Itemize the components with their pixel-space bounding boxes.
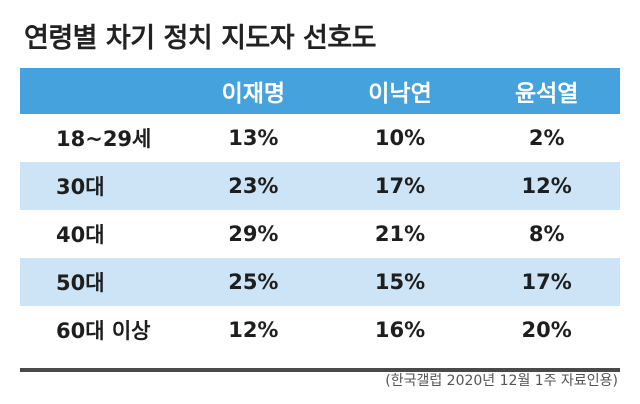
row-label: 50대 (56, 271, 105, 295)
column-header: 이재명 (221, 81, 286, 107)
row-label: 18~29세 (56, 127, 152, 151)
table-cell: 15% (374, 270, 426, 294)
table-row: 18~29세 13% 10% 2% (20, 114, 620, 162)
chart-title: 연령별 차기 정치 지도자 선호도 (24, 23, 377, 54)
table-cell: 10% (374, 126, 426, 150)
table-row: 30대 23% 17% 12% (20, 162, 620, 210)
row-label: 30대 (56, 175, 105, 199)
table-header-row: 이재명 이낙연 윤석열 (20, 68, 620, 114)
row-label: 60대 이상 (56, 319, 151, 343)
table-cell: 29% (228, 222, 279, 246)
data-table: 이재명 이낙연 윤석열 18~29세 13% 10% 2% 30대 23% 17… (20, 68, 620, 372)
table-cell: 16% (374, 318, 426, 342)
table-row: 50대 25% 15% 17% (20, 258, 620, 306)
table-row: 60대 이상 12% 16% 20% (20, 306, 620, 354)
table-cell: 2% (528, 126, 565, 150)
table-cell: 17% (521, 270, 572, 294)
bottom-divider (20, 368, 620, 372)
column-header: 이낙연 (368, 81, 432, 107)
table-cell: 8% (528, 222, 565, 246)
row-label: 40대 (56, 223, 105, 247)
table-cell: 23% (228, 174, 279, 198)
table-cell: 20% (521, 318, 572, 342)
table-cell: 13% (228, 126, 279, 150)
table-cell: 12% (228, 318, 279, 342)
table-row: 40대 29% 21% 8% (20, 210, 620, 258)
source-note: (한국갤럽 2020년 12월 1주 자료인용) (385, 373, 618, 389)
table-cell: 21% (374, 222, 426, 246)
table-cell: 25% (228, 270, 279, 294)
table-cell: 12% (521, 174, 572, 198)
column-header: 윤석열 (514, 81, 579, 107)
table-cell: 17% (374, 174, 426, 198)
